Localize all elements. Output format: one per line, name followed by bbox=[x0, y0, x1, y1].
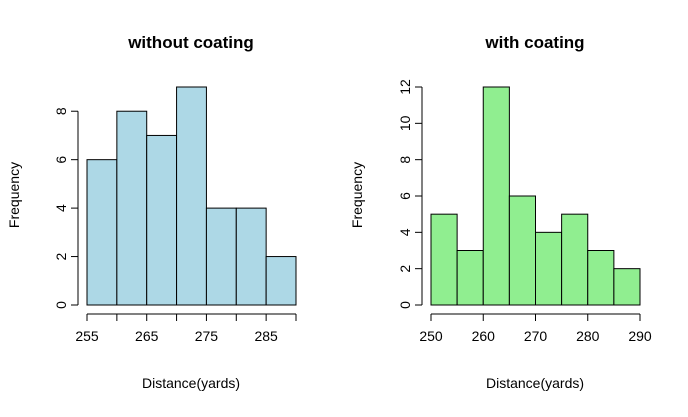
x-tick-label: 265 bbox=[135, 328, 159, 344]
histogram-bar bbox=[265, 256, 297, 306]
y-tick-label: 10 bbox=[397, 115, 413, 131]
histogram-bar bbox=[456, 250, 484, 306]
y-axis-label: Frequency bbox=[6, 162, 22, 228]
x-tick-label: 285 bbox=[254, 328, 278, 344]
histogram-bar bbox=[535, 231, 563, 306]
x-axis-label: Distance(yards) bbox=[142, 375, 240, 391]
histogram-bar bbox=[116, 110, 148, 306]
histogram-bar bbox=[482, 86, 510, 306]
y-axis-label: Frequency bbox=[349, 162, 365, 228]
y-axis: 0 2 4 6 8 bbox=[53, 107, 79, 309]
x-tick-label: 270 bbox=[524, 328, 548, 344]
y-tick-label: 4 bbox=[397, 228, 413, 236]
y-tick-label: 4 bbox=[53, 204, 69, 212]
histogram-bar bbox=[613, 268, 641, 306]
x-axis: 250 260 270 280 290 bbox=[419, 313, 652, 344]
bars bbox=[86, 86, 297, 306]
y-tick-label: 0 bbox=[53, 301, 69, 309]
chart-title: with coating bbox=[484, 33, 584, 52]
histogram-bar bbox=[86, 159, 118, 306]
histogram-bar bbox=[205, 207, 237, 306]
x-tick-label: 280 bbox=[576, 328, 600, 344]
x-axis-label: Distance(yards) bbox=[486, 375, 584, 391]
y-tick-label: 8 bbox=[397, 156, 413, 164]
x-axis: 255 265 275 285 bbox=[75, 313, 297, 344]
histogram-bar bbox=[430, 213, 458, 306]
x-tick-label: 255 bbox=[75, 328, 99, 344]
x-tick-label: 275 bbox=[195, 328, 219, 344]
y-tick-label: 12 bbox=[397, 79, 413, 95]
histogram-bar bbox=[176, 86, 207, 306]
bars bbox=[430, 86, 641, 306]
histogram-bar bbox=[508, 195, 536, 306]
y-tick-label: 8 bbox=[53, 107, 69, 115]
x-tick-label: 290 bbox=[628, 328, 652, 344]
histogram-bar bbox=[561, 213, 589, 306]
x-tick-label: 250 bbox=[419, 328, 443, 344]
y-tick-label: 2 bbox=[53, 252, 69, 260]
y-tick-label: 2 bbox=[397, 265, 413, 273]
y-axis: 0 2 4 6 8 10 12 bbox=[397, 79, 423, 309]
histogram-bar bbox=[146, 134, 178, 306]
x-tick-label: 260 bbox=[472, 328, 496, 344]
y-tick-label: 0 bbox=[397, 301, 413, 309]
y-tick-label: 6 bbox=[53, 156, 69, 164]
histogram-panel-with-coating: with coating Distance(yards) Frequency 2… bbox=[349, 33, 652, 391]
y-tick-label: 6 bbox=[397, 192, 413, 200]
chart-title: without coating bbox=[127, 33, 254, 52]
histogram-bar bbox=[235, 207, 267, 306]
histogram-bar bbox=[587, 250, 615, 306]
histogram-panel-without-coating: without coating Distance(yards) Frequenc… bbox=[6, 33, 297, 391]
